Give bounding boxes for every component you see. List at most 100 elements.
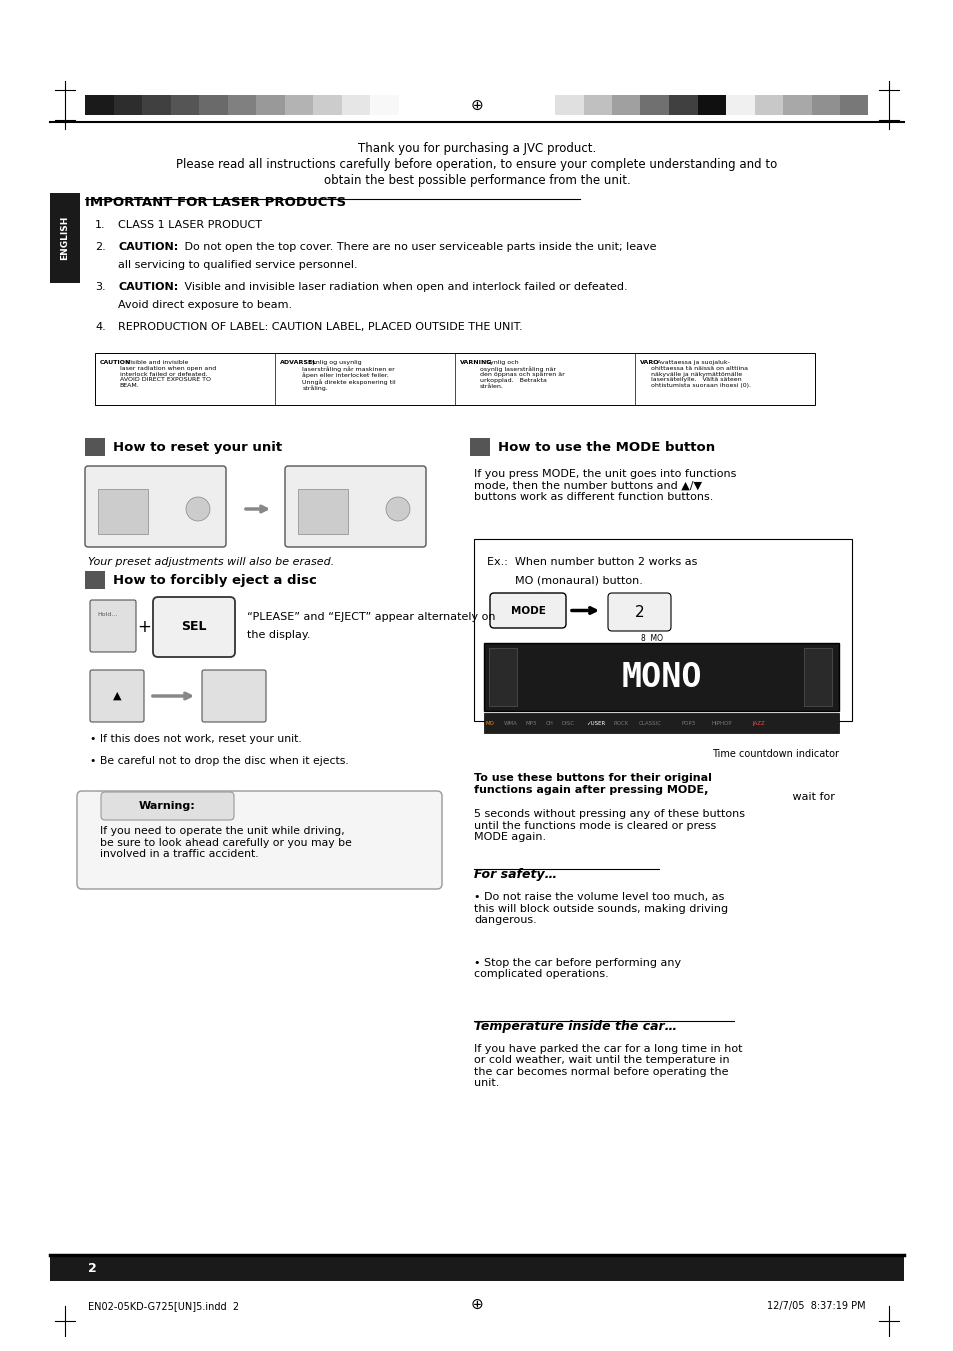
Bar (668, 95, 697, 115)
Bar (171, 95, 199, 115)
Text: ▲: ▲ (112, 690, 121, 701)
Bar (811, 95, 840, 115)
Bar (113, 95, 142, 115)
Bar (297, 489, 348, 534)
Bar (341, 95, 370, 115)
Bar (227, 95, 255, 115)
Text: ENGLISH: ENGLISH (60, 216, 70, 261)
Circle shape (386, 497, 410, 521)
Text: +: + (137, 617, 151, 636)
Bar (474, 539, 851, 721)
Bar (555, 95, 583, 115)
Bar (483, 643, 838, 711)
Text: : Synlig och
osynlig laserstråling när
den öppnas och spärren är
urkopplad.   Be: : Synlig och osynlig laserstråling när d… (479, 359, 564, 389)
Bar (782, 95, 811, 115)
Text: ⊕: ⊕ (470, 97, 483, 112)
Text: EN02-05KD-G725[UN]5.indd  2: EN02-05KD-G725[UN]5.indd 2 (88, 1301, 239, 1310)
Text: 2.: 2. (95, 242, 106, 253)
FancyBboxPatch shape (85, 466, 226, 547)
FancyBboxPatch shape (152, 597, 234, 657)
Text: If you have parked the car for a long time in hot
or cold weather, wait until th: If you have parked the car for a long ti… (474, 1043, 741, 1089)
Text: CLASS 1 LASER PRODUCT: CLASS 1 LASER PRODUCT (118, 220, 262, 230)
Circle shape (186, 497, 210, 521)
Text: Do not open the top cover. There are no user serviceable parts inside the unit; : Do not open the top cover. There are no … (181, 242, 656, 253)
Text: POP3: POP3 (681, 720, 696, 725)
Text: Warning:: Warning: (139, 801, 195, 811)
Text: How to use the MODE button: How to use the MODE button (497, 440, 715, 454)
Text: Visible and invisible laser radiation when open and interlock failed or defeated: Visible and invisible laser radiation wh… (181, 282, 627, 292)
Text: wait for: wait for (788, 792, 834, 801)
Text: the display.: the display. (247, 630, 310, 640)
FancyBboxPatch shape (490, 593, 565, 628)
Text: VARNING: VARNING (459, 359, 492, 365)
FancyBboxPatch shape (285, 466, 426, 547)
Text: 4.: 4. (95, 322, 106, 332)
Text: HIPHOP: HIPHOP (711, 720, 732, 725)
Text: • If this does not work, reset your unit.: • If this does not work, reset your unit… (90, 734, 301, 744)
Text: Your preset adjustments will also be erased.: Your preset adjustments will also be era… (88, 557, 334, 567)
Bar (370, 95, 398, 115)
Text: CAUTION:: CAUTION: (118, 242, 178, 253)
Bar (470, 438, 490, 457)
Bar (199, 95, 227, 115)
Bar (840, 95, 867, 115)
Text: ⊕: ⊕ (470, 1297, 483, 1312)
Text: Time countdown indicator: Time countdown indicator (711, 748, 838, 759)
FancyBboxPatch shape (77, 790, 441, 889)
Bar (142, 95, 171, 115)
Text: MO (monaural) button.: MO (monaural) button. (486, 576, 642, 585)
Text: For safety…: For safety… (474, 867, 557, 881)
Bar (255, 95, 284, 115)
Text: If you need to operate the unit while driving,
be sure to look ahead carefully o: If you need to operate the unit while dr… (100, 825, 352, 859)
Text: JAZZ: JAZZ (751, 720, 764, 725)
Bar (85, 571, 105, 589)
Bar (754, 95, 782, 115)
Bar (85, 438, 105, 457)
Text: 3.: 3. (95, 282, 106, 292)
Text: MODE: MODE (510, 605, 545, 616)
Text: MONO: MONO (620, 661, 701, 693)
Text: Hold...: Hold... (97, 612, 117, 617)
Text: WMA: WMA (503, 720, 517, 725)
Text: VARO: VARO (639, 359, 659, 365)
Text: To use these buttons for their original
functions again after pressing MODE,: To use these buttons for their original … (474, 773, 711, 794)
Text: Temperature inside the car…: Temperature inside the car… (474, 1020, 677, 1032)
Text: 5 seconds without pressing any of these buttons
until the functions mode is clea: 5 seconds without pressing any of these … (474, 809, 744, 842)
Bar (50, 193, 80, 282)
Text: • Do not raise the volume level too much, as
this will block outside sounds, mak: • Do not raise the volume level too much… (474, 892, 727, 925)
Text: CAUTION: CAUTION (100, 359, 132, 365)
Text: : Avattaessa ja suojaluk-
ohittaessa tä näissä on alttiina
näkyvälle ja näkymätt: : Avattaessa ja suojaluk- ohittaessa tä … (651, 359, 750, 388)
Text: 2: 2 (634, 604, 643, 620)
FancyBboxPatch shape (101, 792, 233, 820)
Text: 8  MO: 8 MO (640, 634, 662, 643)
Text: MP3: MP3 (525, 720, 537, 725)
FancyBboxPatch shape (90, 600, 136, 653)
Bar (725, 95, 754, 115)
Bar (697, 95, 725, 115)
Bar (95, 353, 814, 405)
Text: Thank you for purchasing a JVC product.: Thank you for purchasing a JVC product. (357, 142, 596, 155)
Text: Please read all instructions carefully before operation, to ensure your complete: Please read all instructions carefully b… (176, 158, 777, 172)
Text: : Visible and invisible
laser radiation when open and
interlock failed or defeat: : Visible and invisible laser radiation … (119, 359, 215, 388)
Text: MO: MO (485, 720, 495, 725)
Bar (50, 1255, 903, 1281)
Text: SEL: SEL (181, 620, 207, 632)
Text: all servicing to qualified service personnel.: all servicing to qualified service perso… (118, 259, 357, 270)
Text: ✓USER: ✓USER (585, 720, 604, 725)
Text: obtain the best possible performance from the unit.: obtain the best possible performance fro… (323, 174, 630, 186)
Text: DISC: DISC (561, 720, 575, 725)
Text: • Stop the car before performing any
complicated operations.: • Stop the car before performing any com… (474, 958, 680, 979)
Text: 2: 2 (88, 1262, 96, 1274)
Bar (489, 648, 517, 707)
Bar (612, 95, 639, 115)
Text: How to reset your unit: How to reset your unit (112, 440, 282, 454)
Text: IMPORTANT FOR LASER PRODUCTS: IMPORTANT FOR LASER PRODUCTS (85, 196, 346, 209)
Bar (85, 95, 113, 115)
Text: 12/7/05  8:37:19 PM: 12/7/05 8:37:19 PM (766, 1301, 865, 1310)
Text: Ex.:  When number button 2 works as: Ex.: When number button 2 works as (486, 557, 697, 567)
Text: CLASSIC: CLASSIC (639, 720, 661, 725)
Bar (803, 648, 831, 707)
Text: • Be careful not to drop the disc when it ejects.: • Be careful not to drop the disc when i… (90, 757, 349, 766)
Text: How to forcibly eject a disc: How to forcibly eject a disc (112, 574, 316, 586)
FancyBboxPatch shape (607, 593, 670, 631)
